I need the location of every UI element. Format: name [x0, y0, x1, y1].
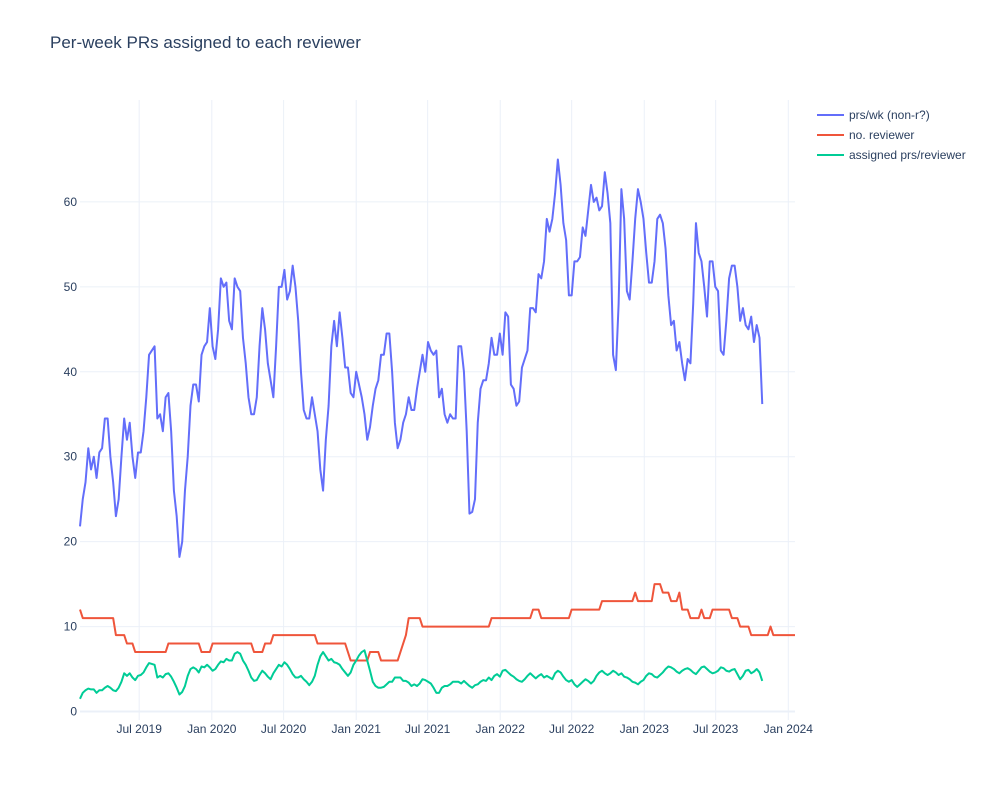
- y-tick-label: 0: [70, 705, 77, 719]
- y-tick-label: 30: [64, 450, 78, 464]
- x-tick-label: Jul 2021: [405, 722, 451, 736]
- series-line-3[interactable]: [79, 649, 764, 700]
- legend-item-1[interactable]: prs/wk (non-r?): [817, 108, 930, 122]
- x-tick-label: Jul 2023: [693, 722, 739, 736]
- x-tick-label: Jul 2019: [117, 722, 163, 736]
- x-tick-label: Jan 2021: [332, 722, 382, 736]
- legend-item-2[interactable]: no. reviewer: [817, 128, 914, 142]
- legend-label: no. reviewer: [849, 128, 914, 142]
- tick-layer: 0 10 20 30 40 50 60 Jul 2019 Jan 2020 Jul 2020 Jan…: [64, 195, 814, 736]
- y-tick-label: 20: [64, 535, 78, 549]
- series-line-2[interactable]: [79, 583, 795, 662]
- series-line-1[interactable]: [79, 158, 764, 558]
- x-tick-label: Jan 2020: [187, 722, 237, 736]
- x-tick-label: Jul 2022: [549, 722, 595, 736]
- x-tick-label: Jan 2022: [476, 722, 526, 736]
- grid-layer: [80, 100, 795, 720]
- y-tick-label: 10: [64, 620, 78, 634]
- y-tick-label: 60: [64, 195, 78, 209]
- x-tick-label: Jan 2024: [764, 722, 814, 736]
- legend[interactable]: prs/wk (non-r?) no. reviewer assigned prs/…: [817, 108, 966, 162]
- x-tick-label: Jan 2023: [620, 722, 670, 736]
- x-tick-label: Jul 2020: [261, 722, 307, 736]
- chart-title: Per-week PRs assigned to each reviewer: [50, 33, 361, 52]
- legend-item-3[interactable]: assigned prs/reviewer: [817, 148, 966, 162]
- series-layer: [79, 158, 795, 700]
- y-tick-label: 50: [64, 280, 78, 294]
- legend-label: prs/wk (non-r?): [849, 108, 930, 122]
- legend-label: assigned prs/reviewer: [849, 148, 966, 162]
- y-tick-label: 40: [64, 365, 78, 379]
